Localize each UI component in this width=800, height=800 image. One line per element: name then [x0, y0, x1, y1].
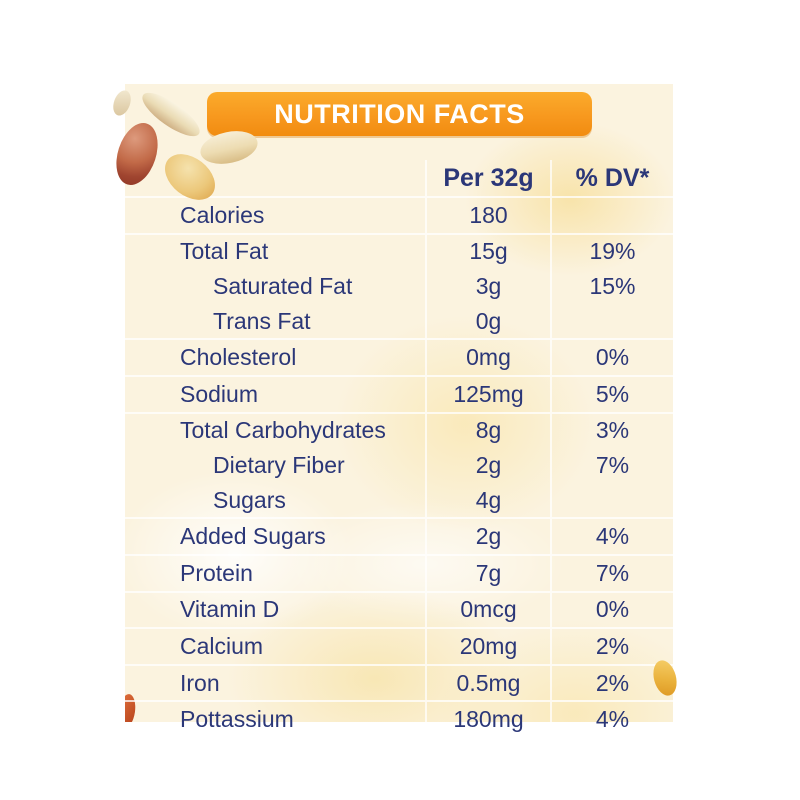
- nutrient-value-cell: 125mg: [425, 376, 552, 412]
- nutrient-label-cell: Calories: [180, 201, 265, 228]
- nutrient-dv-cell: 19%: [589, 238, 636, 265]
- nutrient-label-cell: Trans Fat: [213, 307, 311, 334]
- nutrient-label-cell: Sugars: [213, 486, 286, 513]
- nutrient-value-cell: 0.5mg: [425, 665, 552, 701]
- nutrient-dv-cell: 5%: [595, 380, 630, 407]
- nutrient-value-cell: 3g: [425, 269, 552, 304]
- nutrition-row: Sugars 4g: [125, 482, 673, 520]
- nutrition-row: Vitamin D 0mcg 0%: [125, 592, 673, 630]
- nutrient-dv-cell: 0%: [595, 596, 630, 623]
- nutrition-row: Iron 0.5mg 2%: [125, 665, 673, 703]
- nutrient-label-cell: Cholesterol: [180, 344, 297, 371]
- nutrition-facts-banner: NUTRITION FACTS: [207, 92, 592, 136]
- nutrition-row: Calories 180: [125, 198, 673, 235]
- nutrition-row: Pottassium 180mg 4%: [125, 702, 673, 737]
- nutrition-row: Dietary Fiber 2g 7%: [125, 448, 673, 483]
- header-serving-column: Per 32g: [425, 160, 552, 196]
- nutrient-label-cell: Sodium: [180, 380, 258, 407]
- nutrient-dv-cell: [552, 483, 673, 518]
- nutrition-row: Added Sugars 2g 4%: [125, 519, 673, 556]
- nutrient-value-cell: 4g: [425, 482, 552, 518]
- nutrient-value-cell: 2g: [425, 448, 552, 483]
- nutrient-dv-cell: 3%: [595, 417, 630, 444]
- nutrient-label-cell: Vitamin D: [180, 596, 280, 623]
- banner-title: NUTRITION FACTS: [274, 98, 525, 129]
- nutrient-label-cell: Calcium: [180, 632, 264, 659]
- nutrient-dv-cell: 2%: [595, 669, 630, 696]
- nutrient-dv-cell: [552, 304, 673, 339]
- header-dv-column: % DV*: [575, 163, 650, 192]
- nutrient-label-cell: Dietary Fiber: [213, 451, 345, 478]
- table-header-row: Per 32g % DV*: [125, 160, 673, 198]
- nutrient-label-cell: Protein: [180, 559, 253, 586]
- nutrition-row: Total Fat 15g 19%: [125, 234, 673, 270]
- nutrient-dv-cell: 7%: [595, 559, 630, 586]
- nutrition-table-body: Calories 180 Total Fat 15g 19% Saturated Fat 3…: [125, 198, 673, 737]
- nutrient-label-cell: Saturated Fat: [213, 272, 353, 299]
- nutrient-dv-cell: 7%: [595, 451, 630, 478]
- nutrient-label-cell: Pottassium: [180, 706, 294, 733]
- nutrient-label-cell: Total Carbohydrates: [180, 417, 386, 444]
- watercolor-background: [125, 84, 673, 722]
- nutrient-value-cell: 7g: [425, 555, 552, 591]
- nutrient-dv-cell: 4%: [595, 523, 630, 550]
- nutrient-value-cell: 8g: [425, 413, 552, 449]
- nutrient-dv-cell: 0%: [595, 344, 630, 371]
- nutrient-value-cell: 0g: [425, 303, 552, 339]
- nutrient-value-cell: 180: [425, 198, 552, 233]
- nutrient-value-cell: 0mcg: [425, 592, 552, 628]
- nutrient-dv-cell: 4%: [595, 706, 630, 733]
- nutrient-dv-cell: [552, 198, 673, 233]
- nutrition-row: Sodium 125mg 5%: [125, 376, 673, 414]
- nutrition-row: Saturated Fat 3g 15%: [125, 269, 673, 304]
- nutrient-value-cell: 0mg: [425, 340, 552, 375]
- nutrition-row: Total Carbohydrates 8g 3%: [125, 413, 673, 449]
- nutrient-label-cell: Added Sugars: [180, 523, 326, 550]
- nutrient-dv-cell: 15%: [589, 272, 636, 299]
- nutrition-table: Per 32g % DV* Calories 180 Total Fat 15g 19%…: [125, 160, 673, 737]
- nutrient-dv-cell: 2%: [595, 632, 630, 659]
- nutrient-value-cell: 15g: [425, 234, 552, 270]
- nutrition-label-panel: NUTRITION FACTS Per 32g % DV* Calories 18…: [125, 84, 673, 737]
- nutrition-row: Trans Fat 0g: [125, 303, 673, 341]
- nutrient-label-cell: Iron: [180, 669, 220, 696]
- nutrient-value-cell: 20mg: [425, 629, 552, 664]
- nutrient-value-cell: 180mg: [425, 702, 552, 737]
- nutrition-row: Calcium 20mg 2%: [125, 629, 673, 666]
- nutrition-row: Protein 7g 7%: [125, 555, 673, 593]
- nutrient-label-cell: Total Fat: [180, 238, 269, 265]
- nutrient-value-cell: 2g: [425, 519, 552, 554]
- nutrition-row: Cholesterol 0mg 0%: [125, 340, 673, 377]
